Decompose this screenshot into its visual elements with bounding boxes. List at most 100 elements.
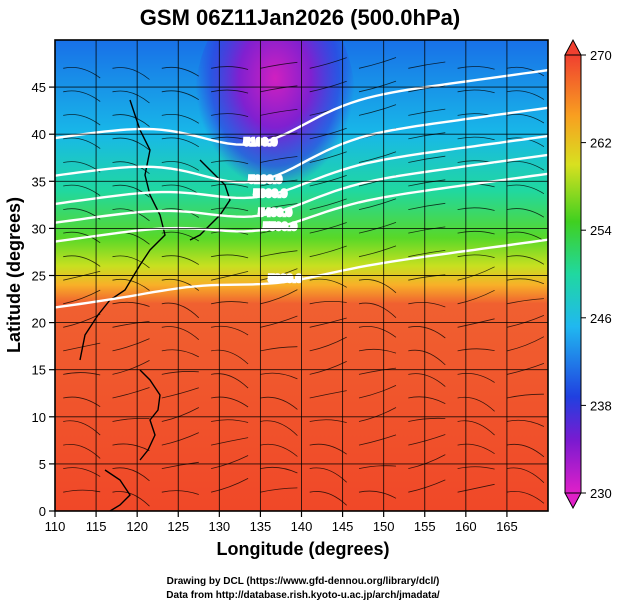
streamline-9 <box>506 490 545 504</box>
streamline-44 <box>260 396 298 410</box>
coastline-philippines <box>139 369 161 461</box>
streamline-147 <box>408 155 446 163</box>
streamline-174 <box>260 85 298 93</box>
streamline-169 <box>506 113 545 124</box>
streamline-183 <box>211 66 249 70</box>
streamline-11 <box>112 467 150 482</box>
colorbar-max-triangle <box>564 38 582 56</box>
streamline-153 <box>211 136 249 141</box>
colorbar-tick-label-246: 246 <box>590 311 612 326</box>
y-tick-label-45: 45 <box>32 80 46 95</box>
streamline-110 <box>63 231 101 244</box>
y-axis-ticks: 0 5 10 15 20 25 30 35 40 45 <box>32 80 55 519</box>
streamline-42 <box>161 387 199 399</box>
streamline-119 <box>506 231 545 242</box>
x-tick-label-110: 110 <box>45 519 66 534</box>
streamline-37 <box>408 417 446 422</box>
coastline-borneo <box>104 469 131 511</box>
streamline-126 <box>358 198 397 210</box>
streamline-139 <box>506 184 545 195</box>
streamline-84 <box>260 289 298 305</box>
streamline-51 <box>112 360 150 375</box>
streamline-23 <box>211 437 249 446</box>
colorbar-ticks: 230 238 246 254 262 270 <box>581 48 612 501</box>
streamline-151 <box>112 137 150 151</box>
streamline-18 <box>457 466 495 470</box>
streamline-167 <box>408 108 446 116</box>
streamline-149 <box>506 161 545 171</box>
contour-label-4: 5500.0 <box>263 221 297 233</box>
streamline-92 <box>161 278 200 291</box>
streamline-160 <box>63 114 101 126</box>
streamline-103 <box>211 254 249 259</box>
streamline-28 <box>457 443 495 455</box>
streamline-134 <box>260 179 298 187</box>
streamline-72 <box>161 326 200 340</box>
streamline-86 <box>358 302 397 318</box>
streamline-96 <box>358 279 397 294</box>
y-tick-label-35: 35 <box>32 174 46 189</box>
streamline-76 <box>358 326 397 338</box>
streamline-125 <box>309 198 347 210</box>
streamline-52 <box>161 371 199 375</box>
x-tick-label-155: 155 <box>414 519 436 534</box>
streamline-39 <box>506 419 545 427</box>
streamline-41 <box>112 387 150 399</box>
streamline-56 <box>358 367 397 375</box>
y-tick-label-25: 25 <box>32 269 46 284</box>
coastline-korea <box>79 99 166 361</box>
y-tick-label-30: 30 <box>32 221 46 236</box>
streamline-10 <box>63 467 101 477</box>
streamline-7 <box>408 479 446 493</box>
streamline-145 <box>309 151 347 163</box>
streamline-171 <box>112 90 150 104</box>
streamline-162 <box>161 113 200 124</box>
x-tick-label-140: 140 <box>291 519 313 534</box>
x-axis-label: Longitude (degrees) <box>216 539 389 559</box>
streamline-54 <box>260 372 298 380</box>
streamline-68 <box>457 348 495 352</box>
x-tick-label-150: 150 <box>373 519 395 534</box>
streamline-184 <box>260 61 298 69</box>
x-tick-label-165: 165 <box>496 519 518 534</box>
streamline-58 <box>457 373 495 383</box>
streamline-181 <box>112 67 150 80</box>
contour-label-2: 5300.0 <box>253 188 287 200</box>
streamline-17 <box>408 454 446 469</box>
streamline-38 <box>457 420 495 436</box>
y-axis-label: Latitude (degrees) <box>4 197 24 353</box>
streamline-66 <box>358 348 397 354</box>
streamline-6 <box>358 490 397 499</box>
streamline-87 <box>408 301 446 308</box>
streamline-63 <box>211 349 249 365</box>
streamline-5 <box>309 491 347 506</box>
streamline-33 <box>211 419 249 423</box>
streamline-105 <box>309 245 347 258</box>
streamline-14 <box>260 466 298 474</box>
streamline-35 <box>309 419 347 423</box>
streamline-22 <box>161 432 199 446</box>
streamline-122 <box>161 208 200 218</box>
colorbar: 230 238 246 254 262 270 <box>564 38 612 510</box>
contour-label-5: 5800.0 <box>268 273 302 285</box>
streamline-154 <box>260 132 298 140</box>
streamline-69 <box>506 336 545 352</box>
streamline-61 <box>112 338 150 352</box>
streamline-102 <box>161 255 200 265</box>
streamline-50 <box>63 372 101 376</box>
streamline-62 <box>161 349 199 358</box>
streamline-118 <box>457 230 495 235</box>
streamline-26 <box>358 434 397 446</box>
streamline-55 <box>309 361 347 375</box>
x-tick-label-160: 160 <box>455 519 477 534</box>
streamline-108 <box>457 254 495 258</box>
streamline-163 <box>211 113 249 117</box>
streamline-161 <box>112 114 150 127</box>
streamline-67 <box>408 349 446 366</box>
y-tick-label-10: 10 <box>32 410 46 425</box>
contour-label-1: 5200.0 <box>249 174 283 186</box>
streamline-124 <box>260 203 298 210</box>
coastline-japan <box>189 159 231 241</box>
streamline-53 <box>211 373 249 389</box>
